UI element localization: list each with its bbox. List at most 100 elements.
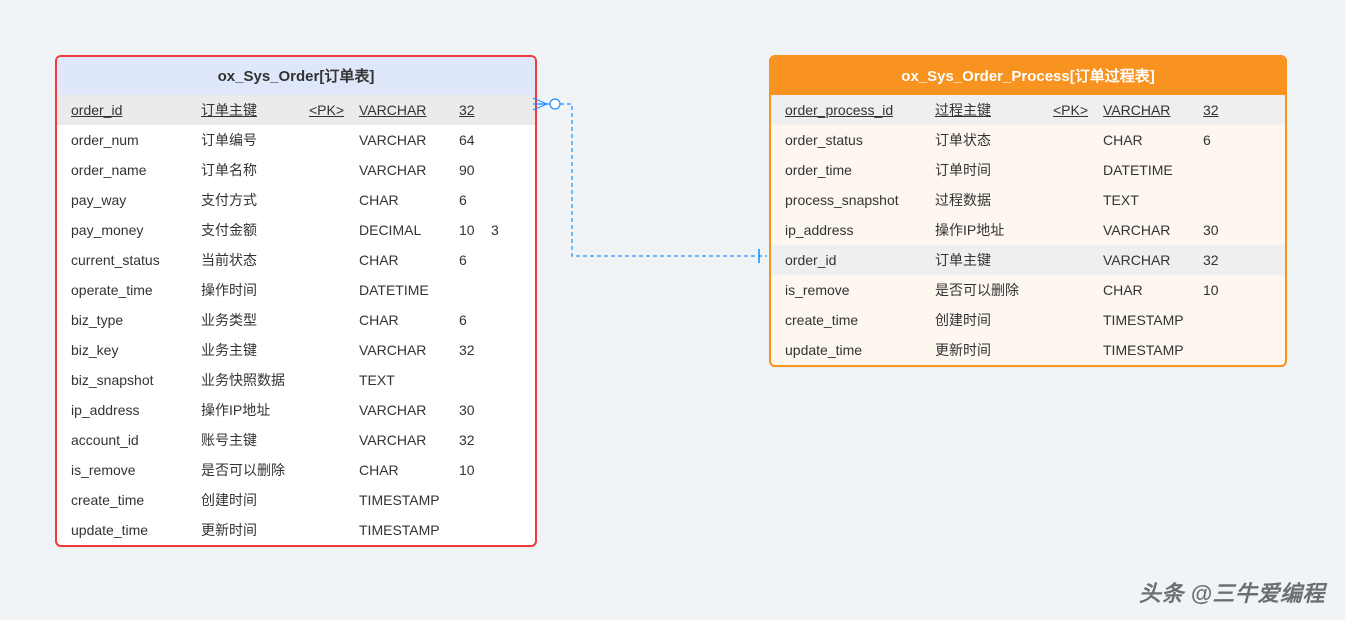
column-row[interactable]: pay_way支付方式CHAR6 xyxy=(57,185,535,215)
column-length: 32 xyxy=(459,431,491,449)
column-name: update_time xyxy=(785,341,935,359)
column-row[interactable]: is_remove是否可以删除CHAR10 xyxy=(771,275,1285,305)
column-scale xyxy=(491,311,509,329)
column-row[interactable]: ip_address操作IP地址VARCHAR30 xyxy=(771,215,1285,245)
column-pk-flag xyxy=(1053,251,1103,269)
column-desc: 当前状态 xyxy=(201,251,309,269)
column-length xyxy=(459,281,491,299)
column-name: order_id xyxy=(785,251,935,269)
column-name: order_num xyxy=(71,131,201,149)
column-length xyxy=(459,491,491,509)
column-length: 10 xyxy=(1203,281,1235,299)
column-row[interactable]: order_id订单主键VARCHAR32 xyxy=(771,245,1285,275)
column-type: VARCHAR xyxy=(359,401,459,419)
column-desc: 订单状态 xyxy=(935,131,1053,149)
column-type: CHAR xyxy=(1103,131,1203,149)
column-type: VARCHAR xyxy=(359,131,459,149)
column-name: order_id xyxy=(71,101,201,119)
column-scale xyxy=(1235,191,1253,209)
column-pk-flag: <PK> xyxy=(309,101,359,119)
column-row[interactable]: operate_time操作时间 DATETIME xyxy=(57,275,535,305)
column-type: DECIMAL xyxy=(359,221,459,239)
column-scale xyxy=(1235,131,1253,149)
column-row[interactable]: process_snapshot过程数据TEXT xyxy=(771,185,1285,215)
column-row[interactable]: biz_key业务主键VARCHAR32 xyxy=(57,335,535,365)
column-desc: 业务主键 xyxy=(201,341,309,359)
column-row[interactable]: update_time更新时间TIMESTAMP xyxy=(771,335,1285,365)
column-scale xyxy=(491,491,509,509)
column-scale xyxy=(491,431,509,449)
column-name: operate_time xyxy=(71,281,201,299)
watermark-text: 头条 @三牛爱编程 xyxy=(1139,576,1325,608)
column-pk-flag xyxy=(309,191,359,209)
column-length: 90 xyxy=(459,161,491,179)
column-desc: 订单时间 xyxy=(935,161,1053,179)
column-type: CHAR xyxy=(359,311,459,329)
column-row[interactable]: order_status订单状态CHAR6 xyxy=(771,125,1285,155)
column-scale xyxy=(491,101,509,119)
column-row[interactable]: order_time订单时间DATETIME xyxy=(771,155,1285,185)
column-length: 6 xyxy=(1203,131,1235,149)
column-name: update_time xyxy=(71,521,201,539)
column-pk-flag xyxy=(309,491,359,509)
column-row[interactable]: update_time更新时间TIMESTAMP xyxy=(57,515,535,545)
column-row[interactable]: order_num订单编号VARCHAR64 xyxy=(57,125,535,155)
column-row[interactable]: biz_snapshot业务快照数据TEXT xyxy=(57,365,535,395)
column-row[interactable]: create_time创建时间TIMESTAMP xyxy=(771,305,1285,335)
column-row[interactable]: biz_type业务类型CHAR6 xyxy=(57,305,535,335)
column-length xyxy=(1203,341,1235,359)
er-diagram-canvas: ox_Sys_Order[订单表] order_id订单主键<PK>VARCHA… xyxy=(0,0,1345,620)
column-scale xyxy=(491,191,509,209)
column-name: is_remove xyxy=(71,461,201,479)
column-row[interactable]: create_time创建时间TIMESTAMP xyxy=(57,485,535,515)
column-length: 32 xyxy=(1203,251,1235,269)
column-pk-flag xyxy=(1053,311,1103,329)
column-length xyxy=(1203,191,1235,209)
column-scale xyxy=(491,281,509,299)
column-pk-flag xyxy=(1053,221,1103,239)
column-row[interactable]: is_remove是否可以删除CHAR10 xyxy=(57,455,535,485)
column-type: DATETIME xyxy=(359,281,459,299)
column-length xyxy=(459,371,491,389)
column-name: biz_snapshot xyxy=(71,371,201,389)
column-length xyxy=(459,521,491,539)
table-ox-sys-order[interactable]: ox_Sys_Order[订单表] order_id订单主键<PK>VARCHA… xyxy=(55,55,537,547)
column-row[interactable]: order_process_id过程主键<PK>VARCHAR32 xyxy=(771,95,1285,125)
column-row[interactable]: current_status当前状态CHAR6 xyxy=(57,245,535,275)
column-length: 6 xyxy=(459,251,491,269)
column-scale: 3 xyxy=(491,221,509,239)
column-row[interactable]: order_id订单主键<PK>VARCHAR32 xyxy=(57,95,535,125)
column-desc: 订单名称 xyxy=(201,161,309,179)
column-type: TIMESTAMP xyxy=(359,491,459,509)
column-pk-flag xyxy=(309,161,359,179)
column-pk-flag xyxy=(1053,161,1103,179)
column-name: account_id xyxy=(71,431,201,449)
column-name: ip_address xyxy=(785,221,935,239)
column-pk-flag: <PK> xyxy=(1053,101,1103,119)
column-name: ip_address xyxy=(71,401,201,419)
column-scale xyxy=(1235,341,1253,359)
column-scale xyxy=(491,251,509,269)
column-row[interactable]: order_name订单名称VARCHAR90 xyxy=(57,155,535,185)
column-pk-flag xyxy=(1053,191,1103,209)
column-desc: 账号主键 xyxy=(201,431,309,449)
column-name: order_process_id xyxy=(785,101,935,119)
table-title: ox_Sys_Order_Process[订单过程表] xyxy=(771,57,1285,95)
column-scale xyxy=(1235,281,1253,299)
column-desc: 操作时间 xyxy=(201,281,309,299)
column-row[interactable]: pay_money支付金额DECIMAL103 xyxy=(57,215,535,245)
column-row[interactable]: ip_address操作IP地址VARCHAR30 xyxy=(57,395,535,425)
column-name: biz_key xyxy=(71,341,201,359)
column-length xyxy=(1203,311,1235,329)
column-pk-flag xyxy=(1053,341,1103,359)
column-pk-flag xyxy=(309,341,359,359)
column-row[interactable]: account_id账号主键 VARCHAR32 xyxy=(57,425,535,455)
column-type: TEXT xyxy=(359,371,459,389)
column-type: VARCHAR xyxy=(359,431,459,449)
column-scale xyxy=(491,401,509,419)
column-type: VARCHAR xyxy=(1103,251,1203,269)
column-type: VARCHAR xyxy=(1103,101,1203,119)
table-ox-sys-order-process[interactable]: ox_Sys_Order_Process[订单过程表] order_proces… xyxy=(769,55,1287,367)
column-length: 32 xyxy=(459,101,491,119)
column-pk-flag xyxy=(309,311,359,329)
